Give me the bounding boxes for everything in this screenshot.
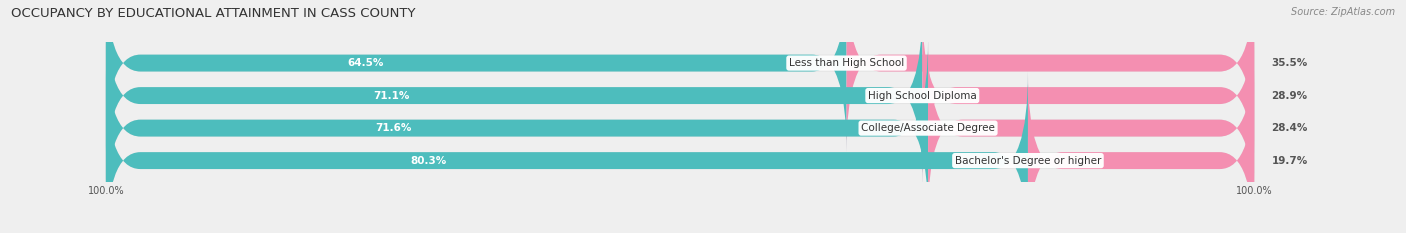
FancyBboxPatch shape bbox=[105, 0, 1254, 152]
Text: 19.7%: 19.7% bbox=[1271, 156, 1308, 166]
Text: 28.4%: 28.4% bbox=[1271, 123, 1308, 133]
Legend: Owner-occupied, Renter-occupied: Owner-occupied, Renter-occupied bbox=[582, 230, 824, 233]
FancyBboxPatch shape bbox=[105, 39, 1254, 217]
FancyBboxPatch shape bbox=[105, 0, 846, 152]
FancyBboxPatch shape bbox=[922, 7, 1254, 185]
FancyBboxPatch shape bbox=[105, 7, 922, 185]
Text: Source: ZipAtlas.com: Source: ZipAtlas.com bbox=[1291, 7, 1395, 17]
Text: High School Diploma: High School Diploma bbox=[868, 91, 977, 101]
FancyBboxPatch shape bbox=[928, 39, 1254, 217]
Text: Bachelor's Degree or higher: Bachelor's Degree or higher bbox=[955, 156, 1101, 166]
Text: 64.5%: 64.5% bbox=[347, 58, 384, 68]
Text: 28.9%: 28.9% bbox=[1271, 91, 1308, 101]
Text: 35.5%: 35.5% bbox=[1271, 58, 1308, 68]
Text: Less than High School: Less than High School bbox=[789, 58, 904, 68]
FancyBboxPatch shape bbox=[105, 72, 1028, 233]
FancyBboxPatch shape bbox=[105, 72, 1254, 233]
FancyBboxPatch shape bbox=[846, 0, 1254, 152]
FancyBboxPatch shape bbox=[105, 39, 928, 217]
Text: 71.6%: 71.6% bbox=[375, 123, 412, 133]
FancyBboxPatch shape bbox=[105, 7, 1254, 185]
FancyBboxPatch shape bbox=[1028, 72, 1254, 233]
Text: OCCUPANCY BY EDUCATIONAL ATTAINMENT IN CASS COUNTY: OCCUPANCY BY EDUCATIONAL ATTAINMENT IN C… bbox=[11, 7, 416, 20]
Text: College/Associate Degree: College/Associate Degree bbox=[860, 123, 995, 133]
Text: 80.3%: 80.3% bbox=[411, 156, 447, 166]
Text: 71.1%: 71.1% bbox=[374, 91, 409, 101]
